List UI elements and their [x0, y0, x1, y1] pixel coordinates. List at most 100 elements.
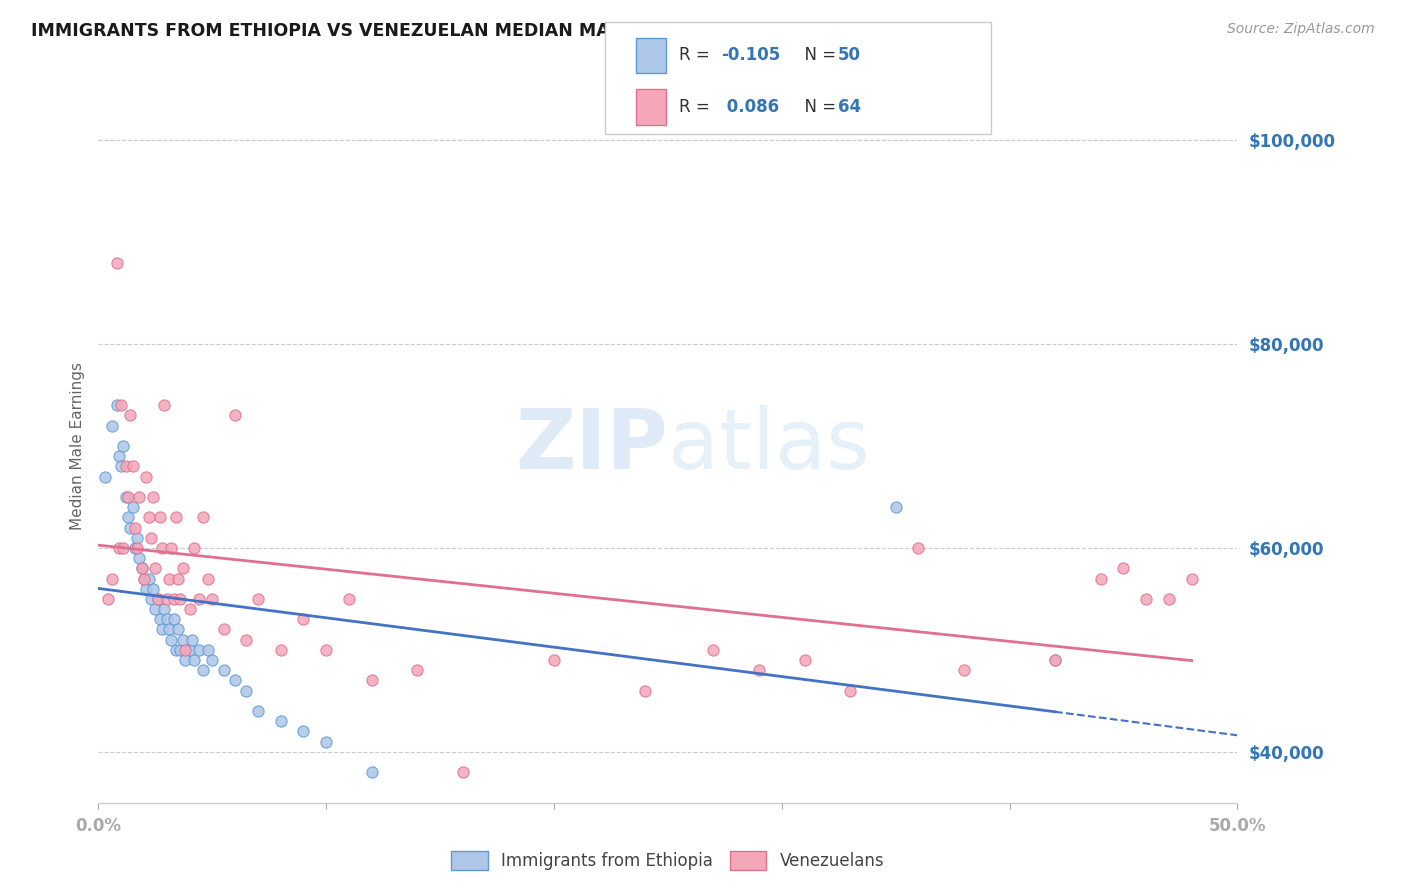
Point — [127, 541, 149, 555]
Point — [149, 612, 172, 626]
Point — [138, 572, 160, 586]
Point — [167, 572, 190, 586]
Point — [96, 591, 118, 606]
Point — [157, 623, 180, 637]
Point — [117, 510, 139, 524]
Point — [634, 683, 657, 698]
Point — [172, 632, 194, 647]
Point — [120, 520, 142, 534]
Point — [360, 673, 382, 688]
Point — [224, 409, 246, 423]
Point — [1181, 572, 1204, 586]
Point — [121, 500, 143, 515]
Point — [149, 510, 172, 524]
Point — [135, 469, 157, 483]
Point — [197, 572, 219, 586]
Text: ZIP: ZIP — [516, 406, 668, 486]
Point — [953, 663, 976, 677]
Point — [101, 418, 124, 433]
Point — [160, 632, 183, 647]
Point — [146, 591, 169, 606]
Point — [246, 704, 269, 718]
Point — [165, 643, 187, 657]
Point — [128, 490, 150, 504]
Text: R =: R = — [679, 46, 716, 64]
Point — [117, 490, 139, 504]
Point — [101, 572, 124, 586]
Point — [543, 653, 565, 667]
Point — [162, 612, 184, 626]
Point — [145, 561, 167, 575]
Point — [183, 541, 205, 555]
Point — [146, 591, 169, 606]
Point — [120, 409, 142, 423]
Point — [108, 541, 131, 555]
Point — [292, 612, 315, 626]
Point — [153, 602, 176, 616]
Point — [142, 582, 165, 596]
Point — [235, 683, 257, 698]
Point — [172, 561, 194, 575]
Point — [112, 439, 135, 453]
Legend: Immigrants from Ethiopia, Venezuelans: Immigrants from Ethiopia, Venezuelans — [444, 844, 891, 877]
Point — [114, 459, 136, 474]
Point — [212, 623, 235, 637]
Point — [1135, 591, 1157, 606]
Point — [193, 663, 215, 677]
Point — [174, 643, 197, 657]
Point — [138, 510, 160, 524]
Point — [132, 572, 155, 586]
Point — [270, 714, 292, 729]
Point — [153, 398, 176, 412]
Point — [131, 561, 153, 575]
Point — [156, 591, 179, 606]
Point — [108, 449, 131, 463]
Point — [179, 643, 201, 657]
Point — [160, 541, 183, 555]
Point — [201, 591, 224, 606]
Point — [150, 541, 173, 555]
Point — [169, 591, 191, 606]
Point — [132, 572, 155, 586]
Point — [1112, 561, 1135, 575]
Text: N =: N = — [794, 46, 842, 64]
Point — [197, 643, 219, 657]
Point — [139, 531, 162, 545]
Text: IMMIGRANTS FROM ETHIOPIA VS VENEZUELAN MEDIAN MALE EARNINGS CORRELATION CHART: IMMIGRANTS FROM ETHIOPIA VS VENEZUELAN M… — [31, 22, 955, 40]
Point — [406, 663, 429, 677]
Point — [110, 459, 132, 474]
Point — [124, 520, 146, 534]
Point — [135, 582, 157, 596]
Point — [145, 602, 167, 616]
Point — [105, 255, 128, 269]
Point — [270, 643, 292, 657]
Point — [114, 490, 136, 504]
Text: N =: N = — [794, 98, 842, 116]
Text: R =: R = — [679, 98, 716, 116]
Point — [748, 663, 770, 677]
Point — [907, 541, 929, 555]
Point — [124, 541, 146, 555]
Point — [179, 602, 201, 616]
Point — [246, 591, 269, 606]
Point — [292, 724, 315, 739]
Text: atlas: atlas — [668, 406, 869, 486]
Point — [884, 500, 907, 515]
Point — [224, 673, 246, 688]
Point — [150, 623, 173, 637]
Point — [193, 510, 215, 524]
Point — [1043, 653, 1066, 667]
Point — [1090, 572, 1112, 586]
Point — [702, 643, 724, 657]
Point — [315, 734, 337, 748]
Point — [169, 643, 191, 657]
Point — [165, 510, 187, 524]
Y-axis label: Median Male Earnings: Median Male Earnings — [69, 362, 84, 530]
Text: 50: 50 — [838, 46, 860, 64]
Point — [201, 653, 224, 667]
Point — [112, 541, 135, 555]
Point — [1043, 653, 1066, 667]
Point — [131, 561, 153, 575]
Point — [337, 591, 360, 606]
Point — [94, 469, 117, 483]
